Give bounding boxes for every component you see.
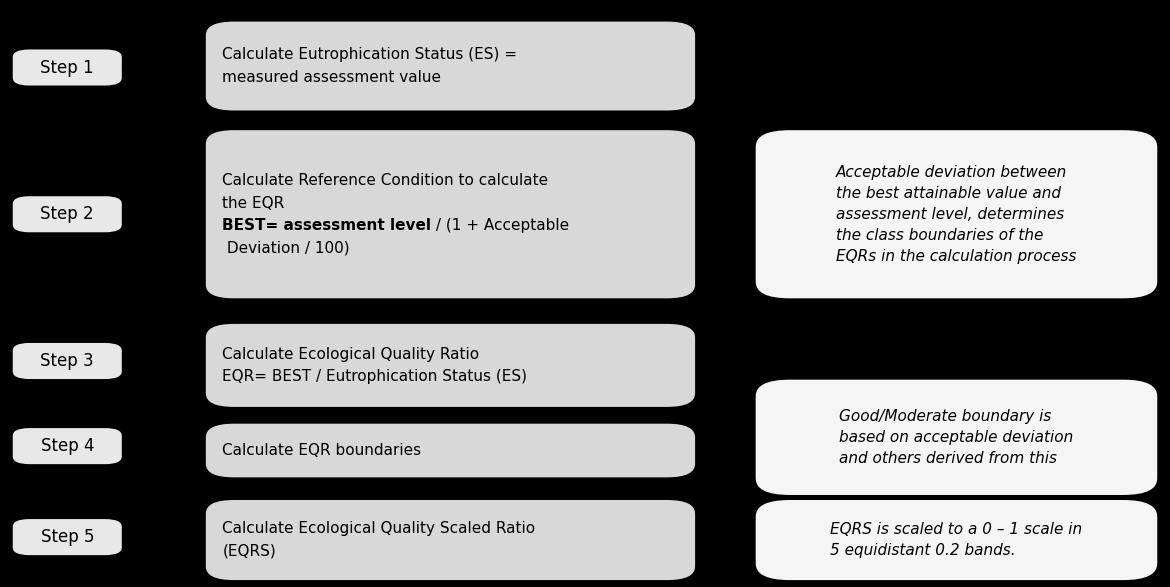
Text: Calculate Ecological Quality Ratio: Calculate Ecological Quality Ratio bbox=[222, 347, 480, 362]
Text: Deviation / 100): Deviation / 100) bbox=[222, 240, 350, 255]
Text: the EQR: the EQR bbox=[222, 195, 284, 211]
FancyBboxPatch shape bbox=[755, 379, 1158, 496]
Text: Calculate EQR boundaries: Calculate EQR boundaries bbox=[222, 443, 421, 458]
FancyBboxPatch shape bbox=[755, 499, 1158, 581]
Text: measured assessment value: measured assessment value bbox=[222, 70, 441, 85]
Text: Acceptable deviation between
the best attainable value and
assessment level, det: Acceptable deviation between the best at… bbox=[837, 165, 1076, 264]
Text: EQR= BEST / Eutrophication Status (ES): EQR= BEST / Eutrophication Status (ES) bbox=[222, 369, 528, 384]
FancyBboxPatch shape bbox=[12, 49, 123, 86]
Text: Calculate Ecological Quality Scaled Ratio: Calculate Ecological Quality Scaled Rati… bbox=[222, 521, 536, 537]
FancyBboxPatch shape bbox=[12, 342, 123, 380]
FancyBboxPatch shape bbox=[12, 195, 123, 233]
FancyBboxPatch shape bbox=[12, 518, 123, 556]
Text: Step 1: Step 1 bbox=[41, 59, 94, 76]
Text: Step 4: Step 4 bbox=[41, 437, 94, 455]
Text: / (1 + Acceptable: / (1 + Acceptable bbox=[432, 218, 570, 233]
FancyBboxPatch shape bbox=[205, 21, 696, 112]
Text: BEST= assessment level: BEST= assessment level bbox=[222, 218, 432, 233]
Text: Calculate Reference Condition to calculate: Calculate Reference Condition to calcula… bbox=[222, 173, 549, 188]
FancyBboxPatch shape bbox=[205, 129, 696, 299]
Text: EQRS is scaled to a 0 – 1 scale in
5 equidistant 0.2 bands.: EQRS is scaled to a 0 – 1 scale in 5 equ… bbox=[831, 522, 1082, 558]
Text: Calculate Eutrophication Status (ES) =: Calculate Eutrophication Status (ES) = bbox=[222, 48, 517, 62]
Text: Good/Moderate boundary is
based on acceptable deviation
and others derived from : Good/Moderate boundary is based on accep… bbox=[839, 409, 1074, 466]
FancyBboxPatch shape bbox=[12, 427, 123, 465]
Text: (EQRS): (EQRS) bbox=[222, 544, 276, 559]
FancyBboxPatch shape bbox=[205, 323, 696, 408]
Text: Step 5: Step 5 bbox=[41, 528, 94, 546]
FancyBboxPatch shape bbox=[205, 423, 696, 478]
Text: Step 2: Step 2 bbox=[41, 205, 94, 223]
Text: Step 3: Step 3 bbox=[41, 352, 94, 370]
FancyBboxPatch shape bbox=[205, 499, 696, 581]
FancyBboxPatch shape bbox=[755, 129, 1158, 299]
